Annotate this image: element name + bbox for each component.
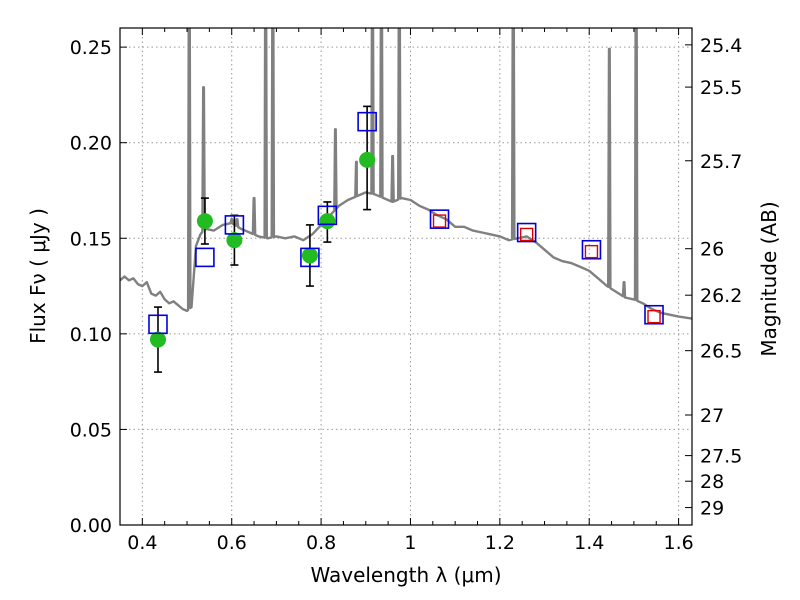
x-tick-label: 0.6 xyxy=(217,532,247,554)
tick-layer: 0.4 0.6 0.8 1 1.2 1.4 1.6 0.00 0.05 0.10 0.15 0.20 0… xyxy=(70,28,742,554)
x-tick-label: 1.6 xyxy=(663,532,693,554)
model-flux-square xyxy=(195,247,215,268)
nir-flux-square xyxy=(432,214,447,228)
mag-tick-label: 27.5 xyxy=(700,446,742,468)
mag-tick-label: 26.2 xyxy=(700,285,742,307)
nir-flux-square xyxy=(647,309,661,324)
spectrum-line xyxy=(120,28,692,320)
model-flux-square xyxy=(581,239,602,260)
model-flux-square xyxy=(644,304,664,325)
mag-tick-label: 27 xyxy=(700,405,724,427)
y2-axis-label: Magnitude (AB) xyxy=(757,201,781,356)
observed-flux-point xyxy=(359,151,376,168)
y-tick-label: 0.25 xyxy=(70,37,112,59)
model-flux-square xyxy=(429,209,450,229)
nir-flux-square xyxy=(519,227,534,242)
y-tick-label: 0.05 xyxy=(70,419,112,441)
model-flux-square xyxy=(516,222,537,243)
model-flux-square xyxy=(317,205,338,226)
y-tick-label: 0.00 xyxy=(70,515,112,537)
x-tick-label: 1.2 xyxy=(485,532,515,554)
model-flux-square xyxy=(224,215,245,235)
x-tick-label: 1 xyxy=(404,532,416,554)
mag-tick-label: 25.5 xyxy=(700,77,742,99)
mag-tick-label: 25.4 xyxy=(700,35,742,57)
model-flux-square xyxy=(148,314,168,335)
observed-flux-point xyxy=(319,213,336,230)
observed-flux-point xyxy=(196,213,213,230)
observed-flux-point xyxy=(149,331,166,348)
x-tick-label: 0.8 xyxy=(306,532,336,554)
mag-tick-label: 29 xyxy=(700,498,724,520)
y-axis-label: Flux Fν ( μJy ) xyxy=(26,208,50,344)
observed-flux-point xyxy=(226,232,243,249)
y-tick-label: 0.10 xyxy=(70,324,112,346)
y-tick-label: 0.20 xyxy=(70,133,112,155)
mag-tick-label: 26 xyxy=(700,239,724,261)
x-tick-label: 0.4 xyxy=(127,532,157,554)
model-flux-square xyxy=(357,111,377,132)
mag-tick-label: 26.5 xyxy=(700,341,742,363)
x-tick-label: 1.4 xyxy=(574,532,604,554)
nir-flux-square xyxy=(584,244,599,259)
model-flux-square xyxy=(300,247,320,268)
marker-layer xyxy=(148,105,664,373)
mag-tick-label: 25.7 xyxy=(700,151,742,173)
observed-flux-point xyxy=(301,247,318,264)
plot-frame xyxy=(119,27,693,526)
mag-tick-label: 28 xyxy=(700,471,724,493)
x-axis-label: Wavelength λ (μm) xyxy=(310,563,501,587)
y-tick-label: 0.15 xyxy=(70,228,112,250)
spectrum-layer xyxy=(120,28,692,320)
